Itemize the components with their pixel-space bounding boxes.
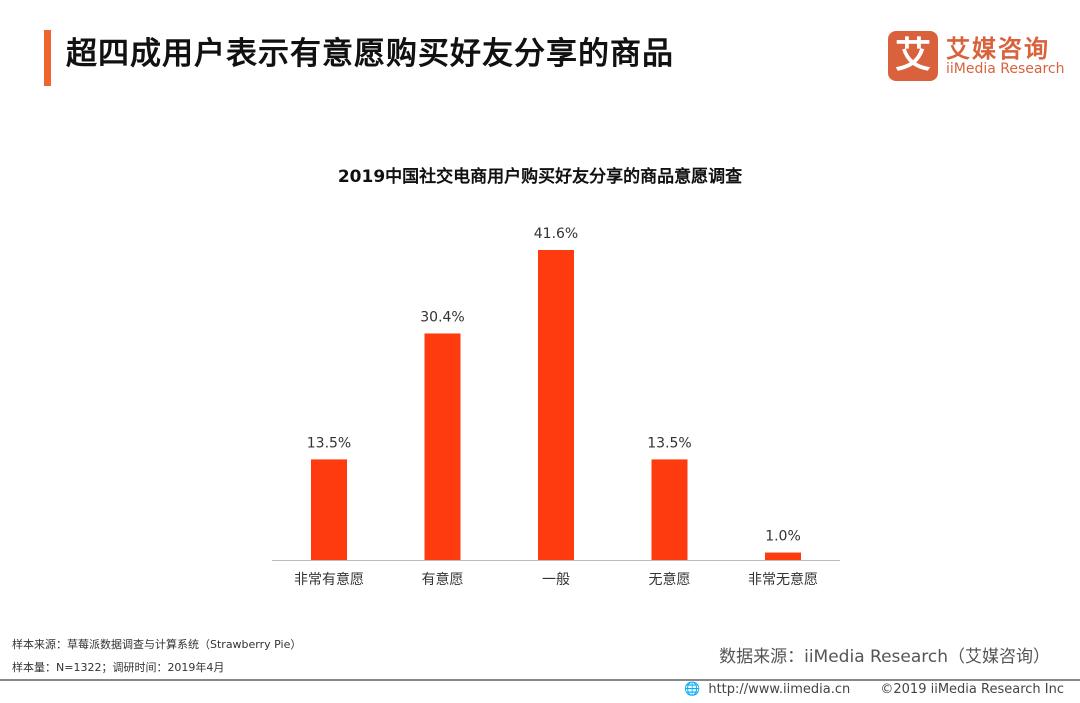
data-label: 30.4% bbox=[420, 309, 464, 325]
bar bbox=[651, 459, 688, 560]
x-tick-label: 有意愿 bbox=[422, 571, 464, 588]
logo-cn-text: 艾媒咨询 bbox=[946, 35, 1050, 63]
logo-mark: 艾 bbox=[888, 31, 938, 81]
globe-icon: 🌐 bbox=[684, 682, 701, 697]
page-title: 超四成用户表示有意愿购买好友分享的商品 bbox=[66, 36, 674, 72]
website-link[interactable]: http://www.iimedia.cn bbox=[708, 682, 851, 697]
title-accent-bar bbox=[44, 30, 51, 86]
x-tick-label: 无意愿 bbox=[649, 571, 691, 588]
bar bbox=[311, 459, 347, 560]
data-label: 1.0% bbox=[765, 529, 801, 545]
footer-bottom: 🌐 http://www.iimedia.cn ©2019 iiMedia Re… bbox=[684, 682, 1064, 697]
data-label: 13.5% bbox=[307, 435, 351, 451]
sample-size: 样本量：N=1322；调研时间：2019年4月 bbox=[12, 661, 225, 674]
data-label: 13.5% bbox=[647, 435, 691, 451]
bar bbox=[424, 333, 461, 560]
bar bbox=[765, 552, 801, 560]
x-tick-label: 非常无意愿 bbox=[748, 571, 818, 588]
iimedia-logo: 艾 艾媒咨询 iiMedia Research bbox=[888, 31, 1078, 83]
logo-en-text: iiMedia Research bbox=[946, 61, 1065, 77]
sample-source: 样本来源：草莓派数据调查与计算系统（Strawberry Pie） bbox=[12, 638, 302, 651]
data-source: 数据来源：iiMedia Research（艾媒咨询） bbox=[719, 647, 1050, 667]
x-tick-label: 一般 bbox=[542, 572, 570, 588]
bar bbox=[538, 250, 574, 560]
footer-divider bbox=[0, 679, 1080, 681]
copyright: ©2019 iiMedia Research Inc bbox=[880, 682, 1064, 697]
data-label: 41.6% bbox=[534, 226, 578, 242]
chart-title: 2019中国社交电商用户购买好友分享的商品意愿调查 bbox=[337, 167, 743, 187]
x-tick-label: 非常有意愿 bbox=[294, 571, 364, 588]
